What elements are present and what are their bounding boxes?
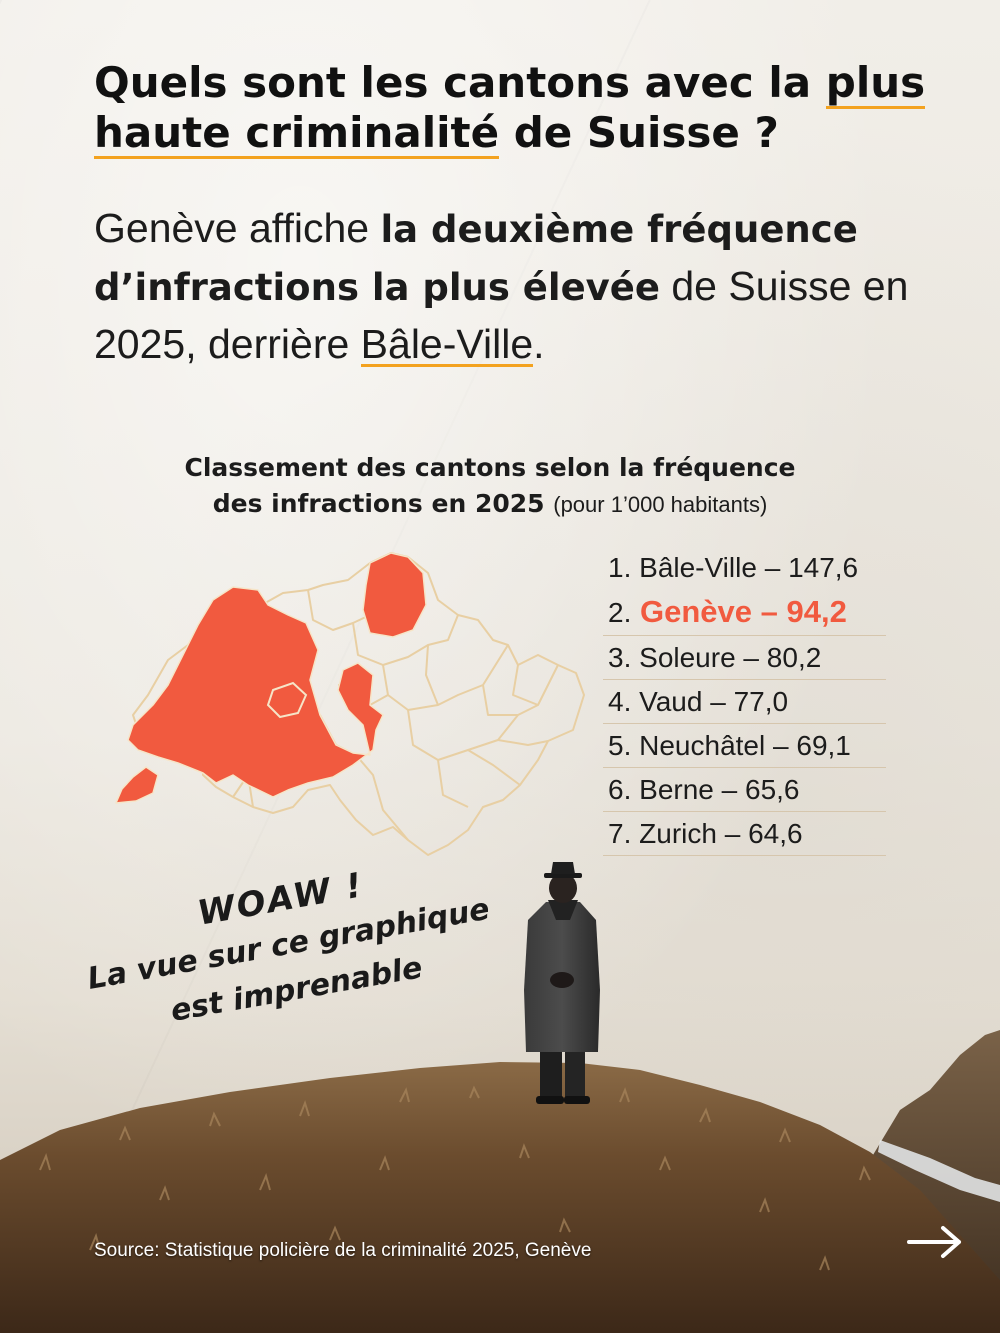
ranking-sep: – — [765, 730, 797, 761]
map-canton-boundary — [482, 684, 518, 716]
ranking-rank: 7. — [608, 818, 632, 849]
ranking-rank: 2. — [608, 597, 632, 628]
chart-title-line2: des infractions en 2025 (pour 1’000 habi… — [120, 486, 860, 523]
map-canton-boundary — [382, 644, 509, 711]
ranking-sep: – — [713, 774, 745, 805]
ranking-name: Neuchâtel — [639, 730, 766, 761]
ranking-sep: – — [756, 552, 789, 583]
ranking-sep: – — [702, 686, 734, 717]
grass-texture — [39, 1085, 871, 1271]
ranking-item-1: 1. Bâle-Ville – 147,6 — [603, 546, 886, 589]
subhead-underlined: Bâle-Ville — [360, 321, 534, 367]
headline: Quels sont les cantons avec la plus haut… — [94, 58, 954, 159]
ranking-item-7: 7. Zurich – 64,6 — [603, 812, 886, 856]
ranking-value: 94,2 — [786, 594, 847, 629]
man-head — [549, 873, 577, 903]
ranking-value: 80,2 — [766, 642, 822, 673]
snow-patch — [878, 1140, 1000, 1202]
ranking-sep: – — [752, 594, 787, 629]
ranking-item-4: 4. Vaud – 77,0 — [603, 680, 886, 724]
ranking-rank: 3. — [608, 642, 632, 673]
ranking-item-2: 2. Genève – 94,2 — [603, 589, 886, 636]
man-hat-crown — [551, 862, 575, 874]
ranking-name: Berne — [639, 774, 714, 805]
ranking-rank: 6. — [608, 774, 632, 805]
map-canton-boundary — [307, 589, 371, 631]
map-canton-geneve — [115, 766, 159, 804]
arrow-right-icon[interactable] — [905, 1222, 965, 1262]
man-shoes — [536, 1096, 564, 1104]
ranking-value: 64,6 — [748, 818, 803, 849]
ranking-value: 77,0 — [733, 686, 789, 717]
chart-title-note: (pour 1’000 habitants) — [553, 492, 768, 517]
map-canton-vaud-neuchatel-berne — [127, 586, 384, 798]
ranking-sep: – — [735, 642, 767, 673]
ranking-item-5: 5. Neuchâtel – 69,1 — [603, 724, 886, 768]
map-canton-boundary — [425, 644, 439, 706]
map-canton-zurich — [362, 552, 427, 638]
headline-part1: Quels sont les cantons avec la — [94, 58, 826, 107]
ranking-name: Genève — [639, 594, 752, 629]
map-canton-boundary — [512, 664, 539, 706]
subhead-bold: la deuxième fréquence d’infractions la p… — [94, 208, 858, 309]
map-canton-boundary — [407, 664, 559, 761]
map-canton-boundary — [467, 749, 521, 786]
map-canton-boundary — [352, 614, 459, 666]
ranking-rank: 1. — [608, 552, 632, 583]
hill — [0, 1062, 1000, 1333]
ranking-item-6: 6. Berne – 65,6 — [603, 768, 886, 812]
ranking-name: Vaud — [639, 686, 703, 717]
ranking-value: 69,1 — [796, 730, 851, 761]
ranking-list: 1. Bâle-Ville – 147,6 2. Genève – 94,2 3… — [603, 546, 886, 856]
ranking-item-3: 3. Soleure – 80,2 — [603, 636, 886, 680]
map-canton-boundary — [437, 759, 469, 808]
man-legs — [540, 1045, 562, 1100]
source-note: Source: Statistique policière de la crim… — [94, 1240, 592, 1261]
ranking-rank: 4. — [608, 686, 632, 717]
man-legs — [565, 1045, 585, 1100]
subhead-text-3: . — [533, 321, 545, 367]
ranking-value: 65,6 — [745, 774, 800, 805]
chart-title-line1: Classement des cantons selon la fréquenc… — [184, 453, 796, 482]
man-hands — [550, 972, 574, 988]
ranking-name: Zurich — [639, 818, 717, 849]
man-shoes — [564, 1096, 590, 1104]
ranking-value: 147,6 — [788, 552, 859, 583]
map-canton-boundary — [497, 739, 549, 746]
subhead-text-2: de Suisse en 2025, derrière — [94, 263, 909, 367]
ranking-name: Soleure — [639, 642, 736, 673]
chart-title-line2-text: des infractions en 2025 — [212, 489, 545, 518]
subhead-text-1: Genève affiche — [94, 205, 381, 251]
ranking-rank: 5. — [608, 730, 632, 761]
ranking-name: Bâle-Ville — [639, 552, 757, 583]
mountain-scene — [0, 862, 1000, 1333]
ranking-sep: – — [716, 818, 749, 849]
man-figure — [524, 862, 600, 1104]
headline-part2: de Suisse ? — [499, 108, 779, 157]
subhead: Genève affiche la deuxième fréquence d’i… — [94, 200, 954, 372]
chart-title: Classement des cantons selon la fréquenc… — [120, 450, 860, 523]
map-country-outline — [132, 552, 585, 856]
map-lake-outline — [266, 681, 308, 719]
switzerland-map — [115, 552, 585, 856]
man-hat-brim — [544, 873, 582, 878]
man-collar — [548, 900, 578, 920]
